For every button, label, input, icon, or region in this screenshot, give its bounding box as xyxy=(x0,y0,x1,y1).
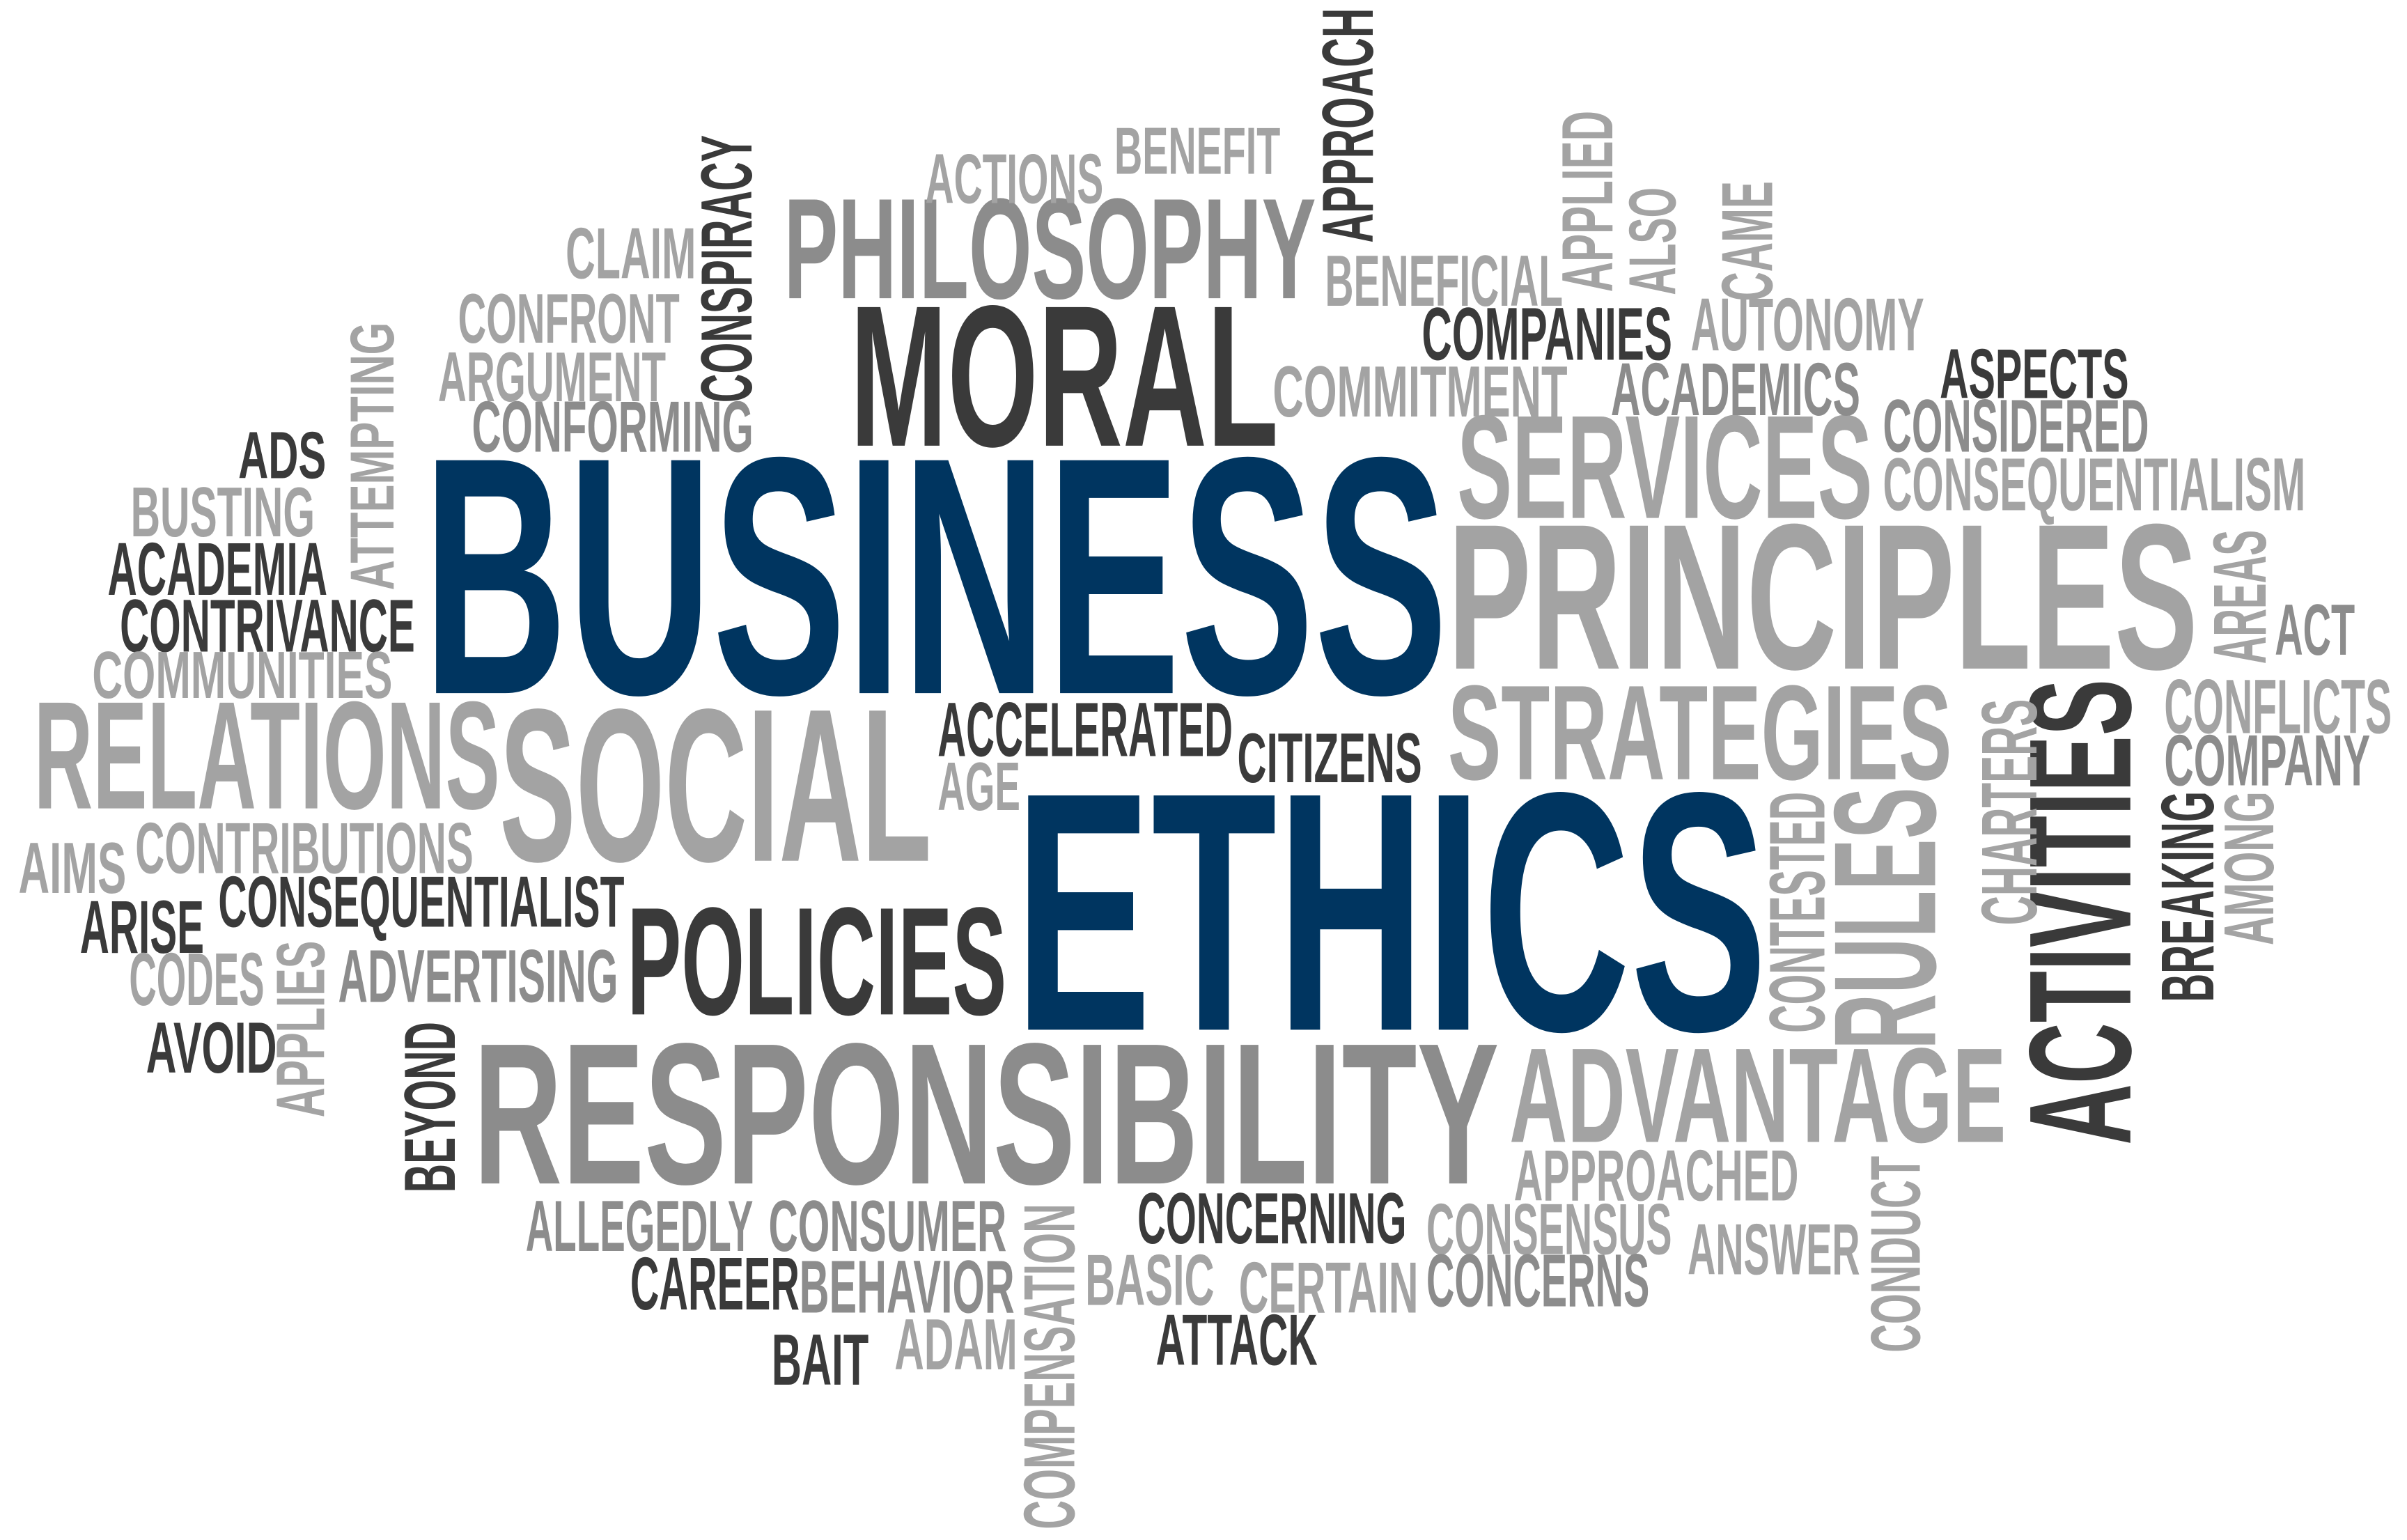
word-academia: ACADEMIA xyxy=(107,529,328,612)
word-consequentialist: CONSEQUENTIALIST xyxy=(218,862,625,944)
word-codes: CODES xyxy=(129,939,265,1022)
word-came: CAME xyxy=(1708,181,1790,302)
word-actions: ACTIONS xyxy=(925,137,1104,218)
word-relations: RELATIONS xyxy=(33,670,500,843)
word-areas: AREAS xyxy=(2199,530,2283,664)
word-allegedly: ALLEGEDLY xyxy=(525,1187,754,1269)
word-also: ALSO xyxy=(1617,187,1691,295)
word-applied: APPLIED xyxy=(1548,110,1630,293)
word-ads: ADS xyxy=(238,419,327,494)
word-age: AGE xyxy=(937,749,1020,825)
word-conforming: CONFORMING xyxy=(472,387,754,469)
word-ethics: ETHICS xyxy=(1014,720,1768,1102)
word-conflicts: CONFLICTS xyxy=(2164,664,2392,750)
word-attack: ATTACK xyxy=(1155,1300,1318,1383)
word-charters: CHARTERS xyxy=(1965,699,2053,926)
word-conspiracy: CONSPIRACY xyxy=(687,134,770,403)
word-applies: APPLIES xyxy=(264,940,340,1118)
word-contrivance: CONTRIVANCE xyxy=(120,586,415,669)
word-busting: BUSTING xyxy=(130,471,316,552)
word-consensus: CONSENSUS xyxy=(1426,1190,1672,1272)
word-considered: CONSIDERED xyxy=(1883,386,2149,469)
word-beneficial: BENEFICIAL xyxy=(1325,242,1564,324)
word-companies: COMPANIES xyxy=(1421,293,1672,378)
word-confront: CONFRONT xyxy=(458,277,680,358)
word-moral: MORAL xyxy=(850,263,1279,489)
word-advantage: ADVANTAGE xyxy=(1509,1018,2007,1172)
word-responsibility: RESPONSIBILITY xyxy=(473,1000,1499,1227)
word-argument: ARGUMENT xyxy=(437,336,667,417)
word-concerning: CONCERNING xyxy=(1137,1179,1407,1261)
word-commitment: COMMITMENT xyxy=(1272,352,1568,435)
word-communities: COMMUNITIES xyxy=(92,639,393,714)
word-accelerated: ACCELERATED xyxy=(937,687,1233,773)
word-certain: CERTAIN xyxy=(1238,1248,1419,1330)
word-strategies: STRATEGIES xyxy=(1447,656,1952,809)
word-academics: ACADEMICS xyxy=(1610,349,1860,433)
word-answer: ANSWER xyxy=(1688,1210,1860,1292)
word-arise: ARISE xyxy=(79,887,205,970)
word-services: SERVICES xyxy=(1457,385,1873,550)
word-claim: CLAIM xyxy=(566,214,696,296)
word-aspects: ASPECTS xyxy=(1940,333,2129,413)
word-aims: AIMS xyxy=(18,829,127,911)
word-social: SOCIAL xyxy=(499,666,932,909)
word-conduct: CONDUCT xyxy=(1854,1156,1935,1353)
word-basic: BASIC xyxy=(1085,1240,1215,1323)
word-principles: PRINCIPLES xyxy=(1447,481,2198,714)
word-consumer: CONSUMER xyxy=(768,1187,1007,1269)
word-career: CAREER xyxy=(630,1243,800,1327)
word-among: AMONG xyxy=(2208,791,2289,946)
word-approached: APPROACHED xyxy=(1513,1136,1799,1218)
word-contested: CONTESTED xyxy=(1753,791,1841,1033)
word-citizens: CITIZENS xyxy=(1237,717,1422,798)
word-beyond: BEYOND xyxy=(391,1022,473,1193)
word-consequentialism: CONSEQUENTIALISM xyxy=(1883,444,2306,528)
word-benefit: BENEFIT xyxy=(1114,115,1281,189)
word-adam: ADAM xyxy=(894,1305,1018,1387)
word-act: ACT xyxy=(2275,591,2355,673)
word-compensation: COMPENSATION xyxy=(1010,1204,1092,1530)
word-advertising: ADVERTISING xyxy=(338,936,618,1020)
word-avoid: AVOID xyxy=(146,1009,277,1091)
word-attempting: ATTEMPTING xyxy=(336,322,407,591)
word-contributions: CONTRIBUTIONS xyxy=(135,809,474,891)
word-company: COMPANY xyxy=(2164,721,2371,803)
word-behavior: BEHAVIOR xyxy=(799,1247,1015,1330)
word-bait: BAIT xyxy=(771,1321,869,1403)
word-autonomy: AUTONOMY xyxy=(1690,284,1924,368)
word-approach: APPROACH xyxy=(1309,8,1390,243)
word-policies: POLICIES xyxy=(627,876,1007,1048)
word-business: BUSINESS xyxy=(422,387,1449,765)
word-concerns: CONCERNS xyxy=(1426,1240,1650,1324)
word-philosophy: PHILOSOPHY xyxy=(784,169,1316,329)
